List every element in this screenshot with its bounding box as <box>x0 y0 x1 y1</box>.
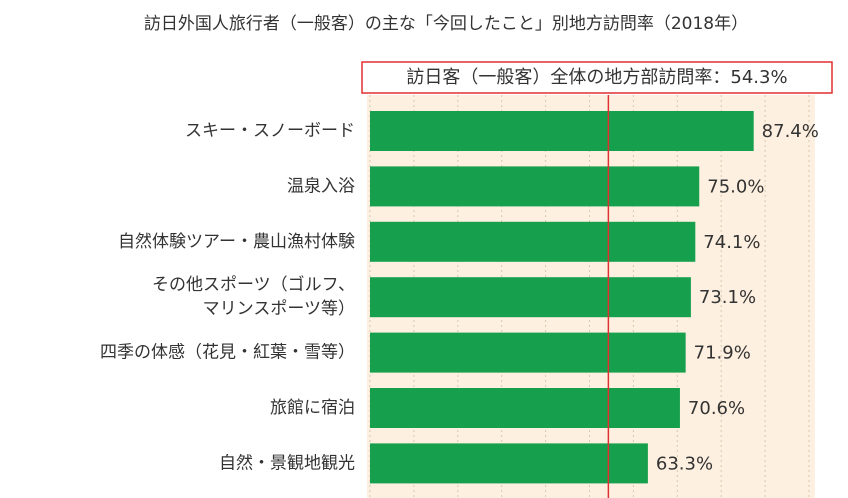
category-label: スキー・スノーボード <box>185 121 355 141</box>
bar <box>370 388 680 428</box>
value-label: 74.1% <box>703 232 760 253</box>
value-label: 71.9% <box>694 343 751 364</box>
bar <box>370 111 754 151</box>
bar <box>370 277 691 318</box>
bar <box>370 221 696 262</box>
category-label: 自然体験ツアー・農山漁村体験 <box>118 232 355 252</box>
category-label: 旅館に宿泊 <box>270 398 355 418</box>
value-label: 63.3% <box>656 453 713 474</box>
category-label: 四季の体感（花見・紅葉・雪等） <box>100 343 355 363</box>
chart-title: 訪日外国人旅行者（一般客）の主な「今回したこと」別地方訪問率（2018年） <box>144 14 748 34</box>
value-label: 75.0% <box>707 176 764 197</box>
value-label: 70.6% <box>688 398 745 419</box>
reference-box <box>361 61 833 94</box>
bar <box>370 166 700 207</box>
reference-label: 訪日客（一般客）全体の地方部訪問率：54.3% <box>406 67 787 88</box>
category-label: 自然・景観地観光 <box>219 453 355 473</box>
category-label: その他スポーツ（ゴルフ、マリンスポーツ等） <box>152 274 355 319</box>
bar <box>370 332 686 373</box>
bar <box>370 443 648 484</box>
category-label: 温泉入浴 <box>287 176 355 196</box>
value-label: 73.1% <box>699 287 756 308</box>
value-label: 87.4% <box>762 121 819 142</box>
